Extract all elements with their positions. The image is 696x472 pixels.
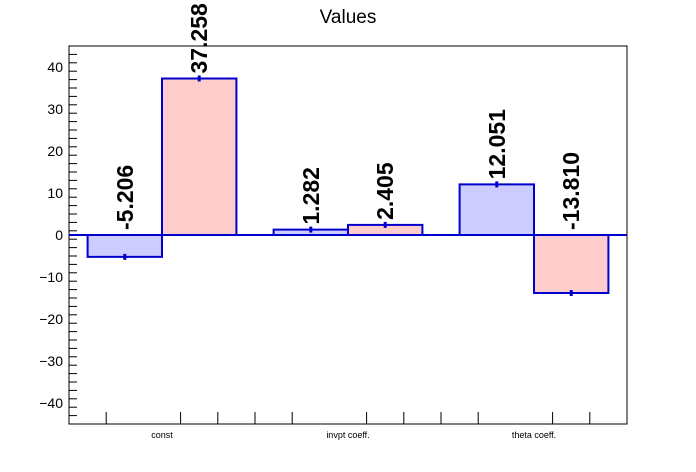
data-label: -13.810 bbox=[558, 152, 584, 230]
data-label: 37.258 bbox=[186, 3, 212, 74]
bar bbox=[161, 77, 238, 236]
y-tick-label: 30 bbox=[47, 101, 63, 117]
y-tick-label: 20 bbox=[47, 143, 63, 159]
x-tick-label: invpt coeff. bbox=[326, 430, 369, 440]
data-label: 1.282 bbox=[298, 167, 324, 225]
bar bbox=[86, 234, 163, 258]
y-tick-label: 40 bbox=[47, 59, 63, 75]
x-tick-label: theta coeff. bbox=[512, 430, 556, 440]
x-tick-label: const bbox=[151, 430, 173, 440]
y-tick-label: 0 bbox=[55, 227, 63, 243]
bar bbox=[533, 234, 610, 295]
bar bbox=[458, 183, 536, 237]
chart-title: Values bbox=[320, 7, 377, 28]
bars bbox=[86, 75, 610, 297]
data-labels: -5.206 37.258 1.282 2.405 12.051 -13.810 bbox=[112, 3, 584, 230]
y-tick-label: −20 bbox=[39, 311, 63, 327]
y-tick-label: 10 bbox=[47, 185, 63, 201]
axes: const invpt coeff. theta coeff. −40 −30 −20 −1… bbox=[39, 45, 627, 440]
y-tick-label: −40 bbox=[39, 395, 63, 411]
y-tick-label: −10 bbox=[39, 269, 63, 285]
data-label: 2.405 bbox=[372, 162, 398, 220]
data-label: 12.051 bbox=[484, 109, 510, 180]
data-label: -5.206 bbox=[112, 165, 138, 230]
y-tick-label: −30 bbox=[39, 353, 63, 369]
